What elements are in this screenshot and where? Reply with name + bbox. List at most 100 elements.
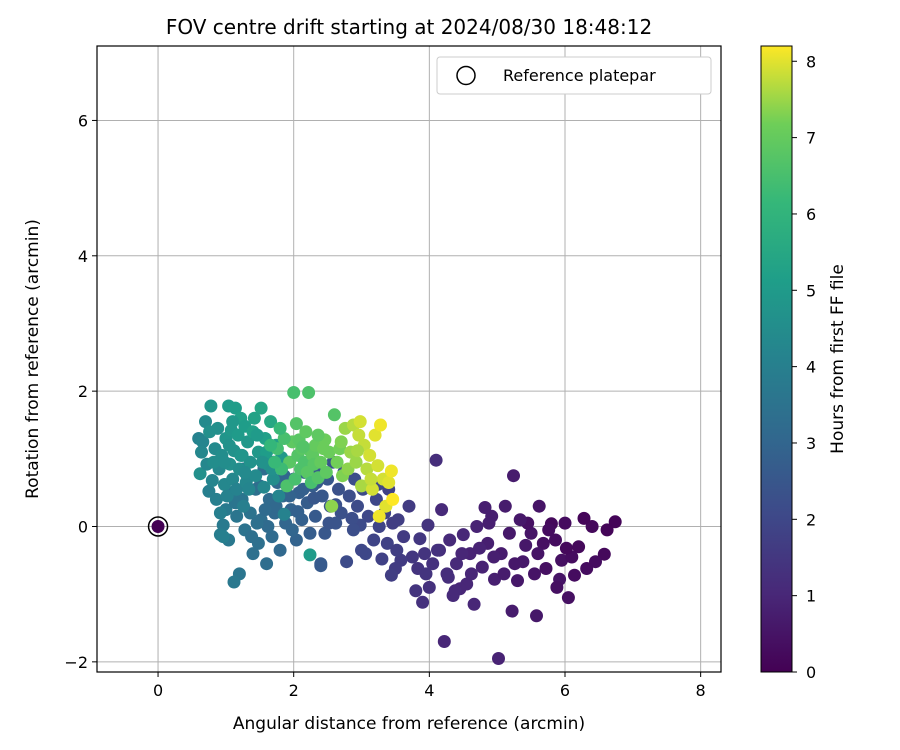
reference-point — [147, 516, 169, 537]
data-point — [288, 472, 302, 486]
data-point — [507, 469, 520, 483]
y-tick-label: 0 — [78, 517, 88, 536]
x-tick-label: 6 — [560, 681, 570, 700]
data-point — [249, 469, 263, 483]
data-point — [530, 609, 543, 623]
reference-point-ring — [147, 516, 169, 537]
data-point — [209, 492, 223, 506]
data-point — [277, 432, 291, 445]
data-point — [473, 541, 486, 555]
data-point — [193, 467, 207, 481]
data-point — [416, 595, 430, 609]
data-point — [382, 476, 396, 489]
data-point — [467, 597, 481, 611]
data-point — [273, 421, 287, 435]
data-point — [241, 435, 255, 449]
data-point — [568, 568, 581, 582]
data-point — [254, 401, 268, 415]
data-point — [372, 509, 386, 523]
colorbar-ticks: 0 1 2 3 4 5 6 7 8 — [792, 52, 816, 682]
data-point — [369, 492, 383, 506]
data-point — [303, 548, 317, 562]
data-point — [386, 516, 400, 530]
data-point — [418, 547, 432, 561]
data-point — [441, 570, 455, 584]
data-point — [287, 386, 301, 399]
data-point — [531, 547, 545, 561]
grid-lines — [97, 46, 721, 672]
data-point — [264, 438, 278, 452]
data-point — [363, 448, 377, 462]
colorbar-tick-label: 4 — [806, 358, 816, 377]
data-point — [351, 444, 364, 458]
data-point — [332, 482, 345, 496]
data-point — [409, 584, 423, 598]
plot-frame — [96, 45, 722, 673]
data-point — [402, 499, 416, 513]
y-tick-label: 4 — [78, 247, 88, 266]
y-axis-ticks: −2 0 2 4 6 — [64, 111, 97, 672]
data-point — [577, 511, 591, 525]
data-point — [346, 523, 360, 537]
colorbar-label: Hours from first FF file — [828, 264, 848, 454]
data-point — [380, 536, 394, 550]
data-point — [196, 435, 210, 449]
legend-reference-marker — [456, 65, 476, 86]
data-point — [258, 503, 272, 517]
data-point — [273, 543, 287, 557]
data-point — [443, 533, 457, 547]
colorbar-tick-label: 6 — [806, 205, 816, 224]
data-point — [597, 547, 611, 561]
data-point — [419, 567, 433, 581]
data-point — [325, 499, 339, 513]
data-point — [231, 428, 245, 442]
data-point — [561, 591, 575, 605]
data-point — [437, 635, 451, 648]
data-point — [261, 520, 275, 533]
data-point — [289, 533, 303, 547]
data-point — [456, 528, 470, 542]
data-point — [264, 415, 278, 429]
data-point — [502, 526, 516, 540]
data-point — [498, 499, 512, 513]
colorbar-tick-label: 8 — [806, 52, 816, 71]
data-point — [536, 536, 550, 550]
y-axis-label: Rotation from reference (arcmin) — [23, 219, 43, 499]
colorbar-tick-label: 5 — [806, 281, 816, 300]
data-point — [513, 513, 527, 527]
y-tick-label: −2 — [64, 653, 88, 672]
data-point — [505, 604, 519, 618]
data-point — [230, 482, 244, 496]
data-point — [322, 445, 336, 459]
legend-entry-reference: Reference platepar — [503, 66, 656, 85]
data-point — [260, 557, 274, 571]
data-point — [265, 530, 279, 544]
x-tick-label: 2 — [289, 681, 299, 700]
data-point — [559, 541, 573, 555]
data-point — [384, 568, 398, 582]
data-point — [296, 440, 310, 454]
data-point — [367, 533, 381, 547]
colorbar — [760, 45, 793, 673]
data-point — [475, 560, 489, 574]
data-point — [242, 482, 256, 496]
data-point — [375, 552, 389, 566]
x-axis-ticks: 0 2 4 6 8 — [153, 672, 706, 700]
data-point — [429, 453, 443, 467]
data-point — [361, 509, 375, 523]
x-tick-label: 0 — [153, 681, 163, 700]
data-point — [478, 501, 492, 514]
data-point — [268, 455, 282, 469]
data-point — [318, 526, 332, 540]
data-point — [384, 464, 398, 478]
data-point — [351, 499, 364, 513]
data-point — [250, 516, 264, 530]
data-point — [285, 523, 299, 537]
data-point — [226, 472, 240, 486]
data-point — [550, 580, 564, 594]
data-point — [207, 455, 221, 469]
data-point — [269, 499, 283, 513]
data-point — [277, 507, 291, 521]
data-point — [340, 555, 354, 569]
